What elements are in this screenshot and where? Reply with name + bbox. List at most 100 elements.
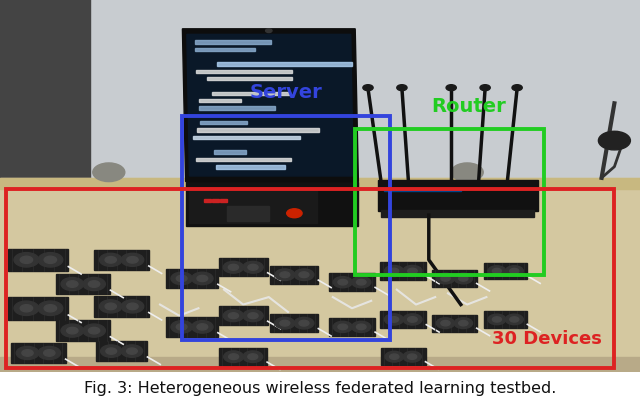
Circle shape: [454, 273, 472, 284]
Bar: [329, 318, 375, 336]
Circle shape: [512, 85, 522, 91]
Circle shape: [44, 305, 56, 312]
Circle shape: [67, 281, 78, 287]
Circle shape: [127, 257, 138, 263]
Bar: [207, 78, 292, 81]
Bar: [189, 190, 317, 223]
Circle shape: [275, 269, 295, 281]
Circle shape: [356, 280, 366, 285]
Circle shape: [171, 273, 193, 285]
Circle shape: [363, 85, 373, 91]
Circle shape: [38, 301, 63, 316]
Circle shape: [506, 266, 524, 277]
Circle shape: [333, 277, 353, 288]
Circle shape: [38, 253, 63, 267]
Circle shape: [223, 310, 244, 322]
Circle shape: [14, 301, 39, 316]
Circle shape: [22, 350, 33, 356]
Bar: [95, 297, 148, 317]
Circle shape: [121, 300, 144, 313]
Circle shape: [171, 321, 193, 333]
Bar: [196, 159, 291, 162]
Bar: [378, 180, 538, 212]
Bar: [195, 41, 271, 45]
Bar: [212, 199, 219, 202]
Bar: [380, 311, 426, 328]
Bar: [381, 210, 534, 217]
Circle shape: [14, 253, 39, 267]
Circle shape: [88, 281, 100, 287]
Bar: [200, 100, 241, 103]
Circle shape: [488, 314, 506, 325]
Circle shape: [248, 313, 258, 319]
Bar: [219, 307, 268, 325]
Circle shape: [83, 324, 106, 337]
Circle shape: [106, 348, 116, 354]
Circle shape: [248, 265, 258, 271]
Circle shape: [356, 324, 366, 330]
Circle shape: [266, 30, 272, 33]
Bar: [166, 317, 218, 337]
Bar: [11, 343, 66, 363]
Circle shape: [228, 313, 239, 319]
Circle shape: [93, 164, 125, 182]
Circle shape: [248, 354, 258, 360]
Circle shape: [408, 268, 417, 274]
Bar: [355, 130, 544, 275]
Bar: [166, 269, 218, 289]
Circle shape: [100, 345, 122, 358]
Circle shape: [451, 164, 483, 182]
Circle shape: [459, 276, 468, 281]
Bar: [329, 274, 375, 291]
Bar: [484, 311, 527, 328]
Circle shape: [351, 322, 371, 332]
Bar: [196, 71, 292, 74]
Circle shape: [20, 305, 33, 312]
Bar: [380, 263, 426, 280]
Bar: [217, 63, 351, 66]
Circle shape: [191, 321, 213, 333]
Text: 30 Devices: 30 Devices: [492, 329, 602, 347]
Circle shape: [280, 320, 290, 326]
Circle shape: [338, 324, 348, 330]
Bar: [381, 349, 426, 365]
Circle shape: [333, 322, 353, 332]
Circle shape: [275, 318, 295, 329]
Circle shape: [506, 314, 524, 325]
Circle shape: [67, 328, 78, 334]
Circle shape: [44, 350, 55, 356]
Circle shape: [287, 209, 302, 218]
Bar: [212, 93, 290, 96]
Circle shape: [88, 328, 100, 334]
Polygon shape: [182, 30, 358, 182]
Bar: [8, 297, 68, 320]
Circle shape: [83, 278, 106, 291]
Circle shape: [294, 318, 314, 329]
Bar: [220, 199, 227, 202]
Circle shape: [99, 254, 122, 267]
Circle shape: [408, 317, 417, 323]
Bar: [200, 107, 275, 111]
Circle shape: [459, 321, 468, 326]
Circle shape: [403, 351, 421, 362]
Bar: [56, 320, 110, 341]
Circle shape: [105, 304, 116, 310]
Circle shape: [243, 310, 263, 322]
Bar: [96, 342, 147, 361]
Bar: [432, 271, 477, 287]
Circle shape: [403, 266, 422, 277]
Bar: [204, 199, 211, 202]
Circle shape: [446, 85, 456, 91]
Circle shape: [61, 278, 84, 291]
Circle shape: [197, 324, 208, 330]
Circle shape: [20, 256, 33, 264]
Circle shape: [441, 321, 450, 326]
Circle shape: [38, 347, 61, 360]
Circle shape: [389, 317, 399, 323]
Circle shape: [176, 324, 187, 330]
Circle shape: [408, 354, 417, 359]
Circle shape: [44, 256, 56, 264]
Circle shape: [197, 275, 208, 282]
Circle shape: [436, 318, 454, 329]
Circle shape: [16, 347, 39, 360]
